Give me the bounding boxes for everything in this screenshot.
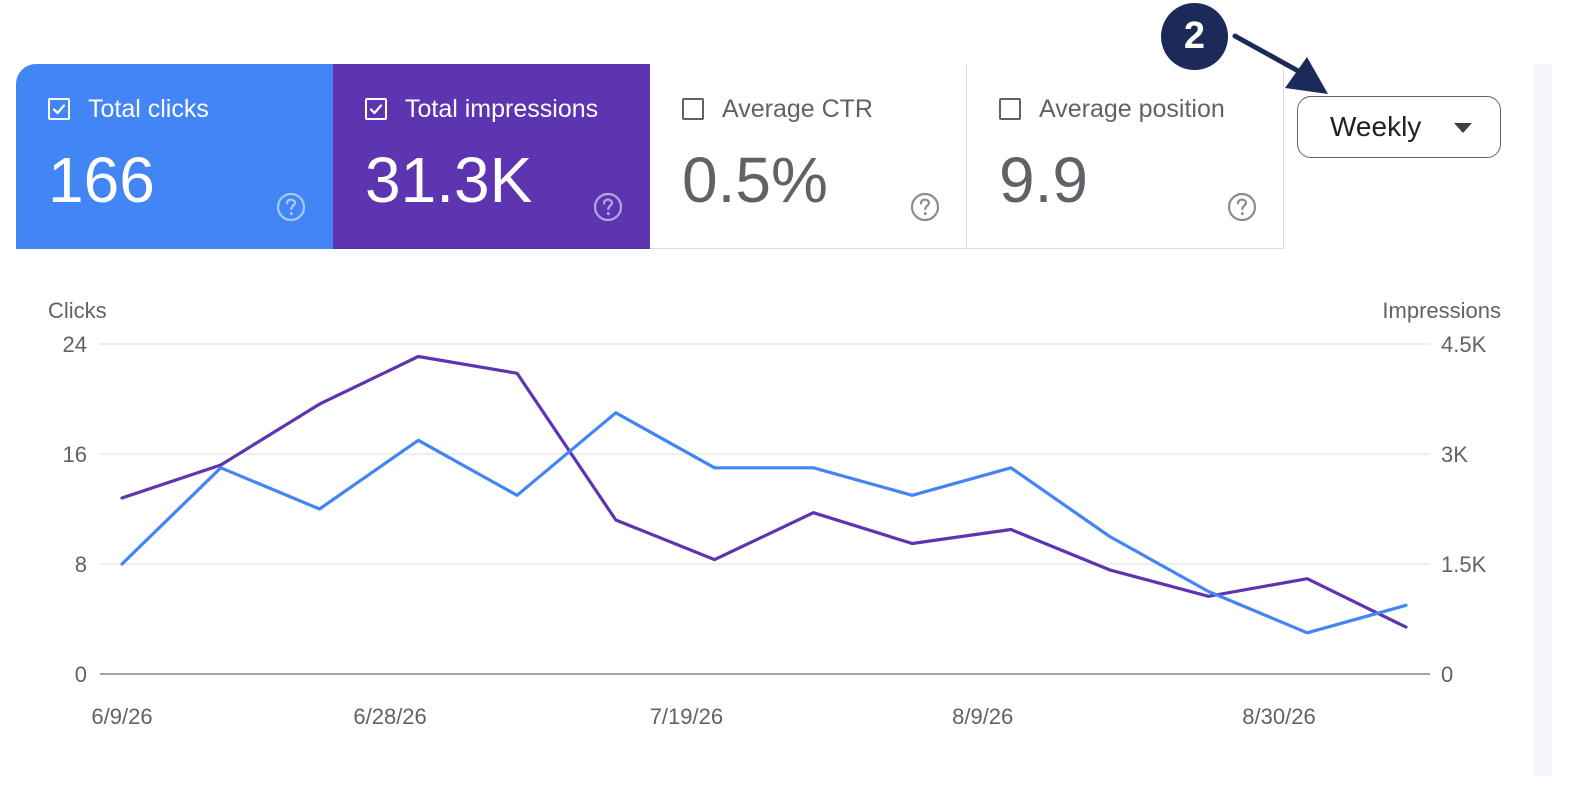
metric-card-total-impressions[interactable]: Total impressions 31.3K — [333, 64, 650, 249]
y-left-axis-title: Clicks — [48, 298, 107, 323]
series-line-clicks — [120, 411, 1408, 635]
x-tick-label: 6/9/26 — [91, 704, 152, 729]
metric-value: 9.9 — [999, 144, 1088, 216]
metric-card-total-clicks[interactable]: Total clicks 166 — [16, 64, 333, 249]
y-left-tick-label: 0 — [75, 662, 87, 687]
x-tick-label: 6/28/26 — [353, 704, 426, 729]
metric-card-average-ctr[interactable]: Average CTR 0.5% — [650, 64, 967, 249]
performance-chart: Clicks Impressions 0 8 16 24 0 1.5K 3K 4.5K 6/9/… — [48, 298, 1501, 729]
checkbox-checked-icon[interactable] — [48, 98, 70, 120]
help-icon[interactable] — [910, 192, 940, 222]
series-line-impressions — [120, 354, 1408, 629]
metric-value: 31.3K — [365, 144, 533, 216]
x-tick-label: 7/19/26 — [650, 704, 723, 729]
y-right-tick-label: 4.5K — [1441, 332, 1487, 357]
y-left-tick-label: 16 — [63, 442, 87, 467]
checkbox-unchecked-icon[interactable] — [682, 98, 704, 120]
metric-value: 166 — [48, 144, 155, 216]
checkbox-checked-icon[interactable] — [365, 98, 387, 120]
x-tick-label: 8/9/26 — [952, 704, 1013, 729]
y-right-axis-title: Impressions — [1382, 298, 1501, 323]
arrow-drop-down-icon — [1454, 123, 1472, 133]
metric-cards: Total clicks 166 Total impressions 31.3K Ave… — [16, 64, 1284, 249]
metric-label: Total impressions — [405, 95, 599, 123]
y-left-tick-label: 24 — [63, 332, 87, 357]
checkbox-unchecked-icon[interactable] — [999, 98, 1021, 120]
chart-grid — [100, 343, 1430, 675]
period-select-value: Weekly — [1330, 111, 1422, 142]
x-tick-label: 8/30/26 — [1242, 704, 1315, 729]
metric-label: Average position — [1039, 95, 1225, 123]
help-icon[interactable] — [276, 192, 306, 222]
y-right-tick-label: 1.5K — [1441, 552, 1487, 577]
metric-card-average-position[interactable]: Average position 9.9 — [967, 64, 1284, 249]
period-select[interactable]: Weekly — [1297, 96, 1501, 158]
chart-ticks: 0 8 16 24 0 1.5K 3K 4.5K 6/9/26 6/28/26 7/19/26 8/9… — [63, 332, 1487, 729]
metric-label: Total clicks — [88, 95, 209, 123]
scroll-track — [1534, 64, 1552, 776]
annotation-arrow-icon — [1232, 33, 1328, 94]
metric-label: Average CTR — [722, 95, 873, 123]
chart-lines — [120, 354, 1408, 635]
y-right-tick-label: 0 — [1441, 662, 1453, 687]
y-left-tick-label: 8 — [75, 552, 87, 577]
help-icon[interactable] — [593, 192, 623, 222]
metric-value: 0.5% — [682, 144, 828, 216]
annotation-badge: 2 — [1161, 3, 1228, 70]
y-right-tick-label: 3K — [1441, 442, 1468, 467]
help-icon[interactable] — [1227, 192, 1257, 222]
